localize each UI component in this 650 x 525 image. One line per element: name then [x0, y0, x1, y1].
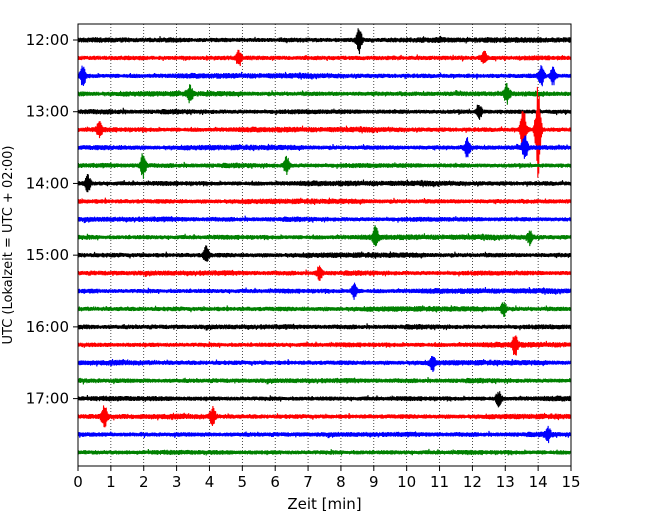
trace-13:30 — [77, 135, 572, 159]
trace-16:00 — [77, 323, 572, 331]
trace-15:15 — [77, 265, 572, 281]
x-tick-label: 10 — [397, 473, 416, 491]
trace-17:15 — [77, 405, 572, 428]
y-tick-label: 14:00 — [26, 174, 69, 192]
trace-14:45 — [77, 225, 572, 247]
trace-15:00 — [77, 245, 572, 263]
trace-14:00 — [77, 173, 572, 193]
y-axis: 12:00 13:00 14:00 15:00 16:00 17:00 — [26, 31, 78, 408]
trace-17:00 — [77, 391, 572, 408]
x-tick-label: 9 — [369, 473, 379, 491]
trace-13:45 — [77, 153, 572, 179]
trace-12:00 — [77, 28, 572, 55]
x-tick-label: 15 — [561, 473, 580, 491]
y-tick-label: 17:00 — [26, 390, 69, 408]
y-tick-label: 15:00 — [26, 246, 69, 264]
trace-14:30 — [77, 215, 572, 224]
x-tick-label: 3 — [172, 473, 182, 491]
trace-15:30 — [77, 282, 572, 300]
trace-16:30 — [77, 355, 572, 373]
traces-layer — [77, 28, 572, 456]
x-axis-label: Zeit [min] — [287, 495, 361, 513]
trace-12:15 — [77, 49, 572, 67]
x-tick-label: 7 — [303, 473, 313, 491]
x-tick-label: 0 — [73, 473, 83, 491]
x-axis: 0 1 2 3 4 5 6 7 8 9 10 11 12 13 14 15 — [73, 466, 581, 491]
trace-15:45 — [77, 301, 572, 317]
y-tick-label: 12:00 — [26, 31, 69, 49]
x-tick-label: 2 — [139, 473, 149, 491]
x-tick-label: 6 — [270, 473, 280, 491]
trace-12:45 — [77, 82, 572, 105]
trace-13:15 — [77, 86, 572, 178]
trace-16:45 — [77, 377, 572, 385]
y-tick-label: 13:00 — [26, 103, 69, 121]
x-tick-label: 12 — [463, 473, 482, 491]
x-tick-label: 1 — [106, 473, 116, 491]
x-tick-label: 4 — [205, 473, 215, 491]
x-tick-label: 13 — [496, 473, 515, 491]
x-tick-label: 5 — [238, 473, 248, 491]
x-tick-label: 14 — [529, 473, 548, 491]
trace-17:45 — [77, 448, 572, 456]
trace-14:15 — [77, 197, 572, 205]
trace-13:00 — [77, 104, 572, 120]
plot-frame — [77, 23, 572, 467]
x-tick-label: 8 — [336, 473, 346, 491]
x-tick-label: 11 — [430, 473, 449, 491]
trace-12:30 — [77, 65, 572, 87]
trace-16:15 — [77, 335, 572, 356]
y-axis-label: UTC (Lokalzeit = UTC + 02:00) — [1, 146, 16, 345]
trace-17:30 — [77, 425, 572, 444]
y-tick-label: 16:00 — [26, 318, 69, 336]
